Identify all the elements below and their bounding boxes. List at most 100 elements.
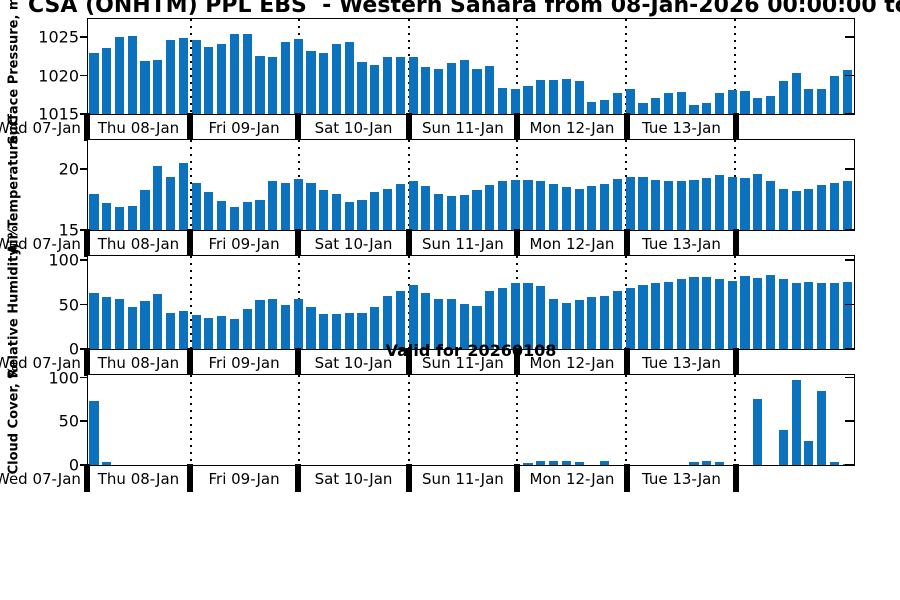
bar — [523, 180, 533, 230]
bar — [727, 280, 737, 349]
bar — [229, 33, 239, 114]
bar — [178, 310, 188, 349]
bar — [102, 48, 112, 114]
figure-title: CSA (ONHTM) PPL EBS - Western Sahara fro… — [28, 0, 900, 18]
bar — [638, 176, 648, 230]
y-tick-mark — [845, 420, 854, 422]
day-boundary-mark — [623, 348, 630, 376]
bar — [395, 291, 405, 349]
pressure-plot-area: 1015 1020 1025 — [38, 18, 855, 124]
bar — [600, 183, 610, 230]
day-label: Tue 13-Jan — [641, 235, 721, 253]
day-boundary-gridline — [734, 19, 737, 114]
y-tick-mark — [80, 229, 87, 231]
bar — [319, 53, 329, 114]
bar — [434, 299, 444, 349]
bar — [242, 34, 252, 114]
day-label: Tue 13-Jan — [641, 470, 721, 488]
bar — [497, 87, 508, 114]
bar — [306, 51, 316, 114]
y-tick-mark — [80, 348, 87, 350]
bar — [536, 181, 546, 230]
bar — [217, 44, 227, 114]
bar — [740, 275, 750, 349]
day-boundary-gridline — [407, 375, 410, 465]
day-label: Thu 08-Jan — [97, 235, 180, 253]
bar — [740, 91, 750, 114]
y-tick-mark — [80, 74, 87, 77]
bar — [753, 174, 763, 230]
bar — [459, 194, 469, 230]
bar — [485, 291, 495, 349]
bar — [89, 193, 99, 230]
day-boundary-gridline — [625, 375, 628, 465]
bar — [370, 64, 380, 114]
y-tick-label: 1025 — [38, 27, 79, 47]
bar — [293, 299, 303, 349]
bar — [344, 41, 354, 114]
bar — [651, 180, 661, 230]
bar — [383, 188, 393, 230]
bar — [714, 462, 725, 465]
bar — [702, 277, 712, 349]
bar — [561, 187, 571, 230]
day-label: Sat 10-Jan — [314, 119, 393, 137]
day-boundary-mark — [186, 348, 193, 376]
bar — [561, 460, 571, 465]
day-boundary-gridline — [189, 256, 192, 349]
day-boundary-mark — [732, 113, 739, 141]
y-tick-mark — [80, 420, 87, 422]
day-label: Tue 13-Jan — [641, 354, 721, 372]
left-edge-day-label: Wed 07-Jan — [0, 470, 81, 488]
bar — [536, 80, 546, 114]
day-label: Thu 08-Jan — [97, 470, 180, 488]
y-tick-label: 50 — [58, 295, 79, 315]
day-label: Fri 09-Jan — [208, 119, 280, 137]
bar — [255, 199, 265, 230]
bar — [548, 79, 559, 114]
bar — [383, 295, 393, 349]
bar — [727, 90, 737, 114]
y-tick-mark — [845, 36, 854, 38]
bar — [331, 193, 342, 230]
bar — [255, 55, 265, 114]
bar — [612, 178, 622, 230]
bar — [102, 203, 112, 230]
left-edge-day-label: Wed 07-Jan — [0, 354, 81, 372]
day-boundary-mark — [405, 464, 412, 492]
y-tick-label: 100 — [48, 368, 79, 388]
day-boundary-mark — [295, 113, 302, 141]
bar — [204, 318, 214, 349]
bar — [587, 186, 597, 230]
bar — [421, 293, 431, 349]
bar — [804, 281, 814, 349]
bar — [510, 89, 520, 114]
day-label: Tue 13-Jan — [641, 119, 721, 137]
bar — [689, 461, 699, 465]
bar — [561, 302, 571, 349]
bar — [714, 92, 725, 114]
bar — [829, 182, 840, 230]
day-boundary-mark — [405, 229, 412, 257]
day-boundary-mark — [514, 464, 521, 492]
y-tick-mark — [845, 229, 854, 231]
day-label: Sun 11-Jan — [422, 354, 504, 372]
bar — [217, 316, 227, 349]
bar — [587, 101, 597, 114]
bar — [497, 181, 508, 230]
bar — [165, 312, 176, 349]
bar — [663, 281, 674, 349]
y-tick-mark — [845, 259, 854, 261]
y-tick-mark — [845, 74, 854, 77]
bar — [293, 178, 303, 230]
bar — [740, 177, 750, 230]
y-tick-label: 0 — [68, 339, 79, 359]
day-boundary-mark — [84, 113, 90, 141]
day-boundary-gridline — [515, 19, 518, 114]
bar — [89, 53, 99, 114]
bar — [217, 200, 227, 230]
bar — [536, 460, 546, 465]
y-tick-label: 100 — [48, 250, 79, 270]
bar — [229, 206, 239, 230]
day-label: Thu 08-Jan — [97, 354, 180, 372]
